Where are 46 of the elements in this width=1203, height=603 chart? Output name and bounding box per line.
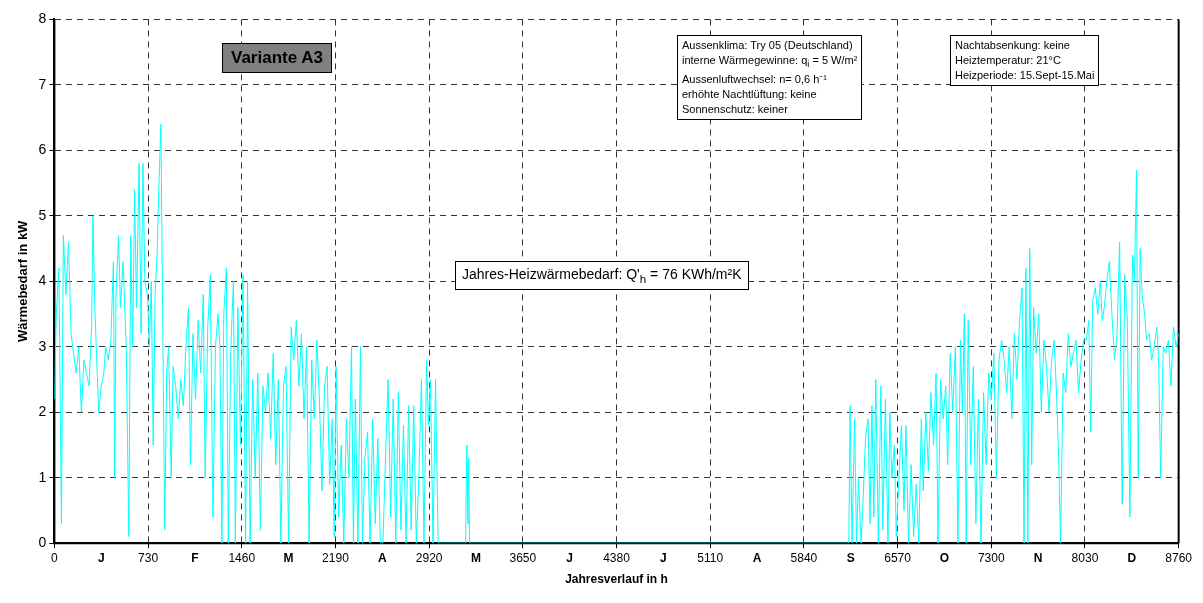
x-tick-label: 7300 <box>977 550 1005 565</box>
annotation: Heiztemperatur: 21°C <box>955 53 1062 68</box>
y-tick-label: 2 <box>38 403 47 420</box>
y-tick-label: 6 <box>38 141 47 158</box>
y-tick-label: 8 <box>38 10 47 27</box>
x-tick-label: A <box>377 550 387 565</box>
annotation: Heizperiode: 15.Sept-15.Mai <box>955 68 1095 83</box>
x-tick-label: J <box>566 550 574 565</box>
x-tick-label: M <box>470 550 481 565</box>
x-tick-label: 730 <box>138 550 159 565</box>
x-tick-label: J <box>660 550 667 565</box>
x-tick-label: 6570 <box>884 550 912 565</box>
x-tick-label: 5840 <box>790 550 818 565</box>
y-axis-title: Wärmebedarf in kW <box>15 219 31 342</box>
x-tick-label: 1460 <box>228 550 256 565</box>
x-tick-label: F <box>191 550 199 565</box>
y-tick-label: 1 <box>38 468 47 485</box>
x-tick-label: D <box>1127 550 1137 565</box>
x-tick-label: M <box>283 550 294 565</box>
annotation: Variante A3 <box>222 43 332 73</box>
x-tick-label: 2920 <box>415 550 443 565</box>
x-tick-label: 0 <box>51 550 59 565</box>
x-tick-label: 3650 <box>509 550 537 565</box>
x-tick-label: 5110 <box>697 550 724 565</box>
y-tick-label: 0 <box>38 534 47 551</box>
annotation: Sonnenschutz: keiner <box>682 102 789 118</box>
y-tick-label: 3 <box>38 337 47 354</box>
annotation: Aussenklima: Try 05 (Deutschland) <box>682 38 854 53</box>
annotation: interne Wärmegewinne: q$_{i}$ = 5 W/m² <box>682 53 858 72</box>
y-tick-label: 4 <box>38 272 47 289</box>
x-tick-label: S <box>846 550 855 565</box>
x-axis-title: Jahresverlauf in h <box>565 572 668 587</box>
x-tick-label: N <box>1033 550 1043 565</box>
annotation: erhöhte Nachtlüftung: keine <box>682 87 818 103</box>
annotation: Jahres-Heizwärmebedarf: Q'$_{h}$ = 76 KWh/m²K <box>455 261 749 290</box>
x-tick-label: 8760 <box>1165 550 1193 565</box>
x-tick-label: 8030 <box>1071 550 1099 565</box>
x-tick-label: 2190 <box>322 550 350 565</box>
x-tick-label: A <box>752 550 762 565</box>
y-tick-label: 5 <box>38 206 47 223</box>
annotation: Nachtabsenkung: keine <box>955 38 1071 53</box>
y-tick-label: 7 <box>38 75 47 92</box>
x-tick-label: O <box>939 550 950 565</box>
x-tick-label: J <box>97 550 105 565</box>
x-tick-label: 4380 <box>603 550 631 565</box>
annotation: Aussenluftwechsel: n= 0,6 h⁻¹ <box>682 72 828 88</box>
